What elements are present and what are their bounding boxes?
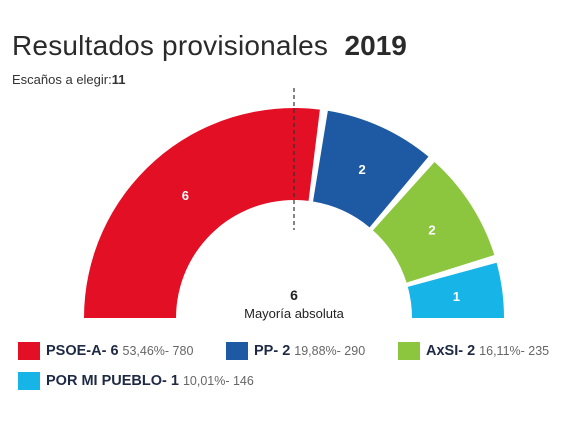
segment-seat-label: 6 [182, 188, 189, 203]
legend-swatch [226, 342, 248, 360]
hemicycle-segment-axsi [372, 161, 495, 283]
legend-swatch [398, 342, 420, 360]
majority-label: Mayoría absoluta [244, 306, 344, 321]
legend-swatch [18, 342, 40, 360]
legend-percent-votes: 16,11%- 235 [479, 344, 550, 358]
title-year: 2019 [344, 30, 407, 61]
hemicycle-segment-pp [313, 110, 429, 228]
legend-item: POR MI PUEBLO- 1 10,01%- 146 [18, 372, 254, 390]
legend-party-seats: PSOE-A- 6 [46, 343, 119, 359]
legend-item: AxSI- 2 16,11%- 235 [398, 342, 549, 360]
legend-party-seats: PP- 2 [254, 343, 291, 359]
seats-to-elect-value: 11 [111, 72, 126, 87]
legend-swatch [18, 372, 40, 390]
seats-to-elect-label: Escaños a elegir: [12, 72, 112, 87]
segment-seat-label: 2 [359, 162, 366, 177]
legend-percent-votes: 10,01%- 146 [182, 374, 254, 388]
seats-to-elect: Escaños a elegir:11 [12, 72, 125, 87]
legend-party-seats: POR MI PUEBLO- 1 [46, 373, 179, 389]
hemicycle-segment-por-mi-pueblo [407, 262, 504, 318]
hemicycle-segment-psoe-a [84, 108, 320, 318]
legend-party-seats: AxSI- 2 [426, 343, 476, 359]
chart-title: Resultados provisionales 2019 [12, 30, 407, 62]
legend-percent-votes: 53,46%- 780 [122, 344, 194, 358]
segment-seat-label: 1 [453, 289, 460, 304]
legend-item: PP- 2 19,88%- 290 [226, 342, 365, 360]
legend-percent-votes: 19,88%- 290 [294, 344, 366, 358]
title-text: Resultados provisionales [12, 30, 329, 61]
majority-value: 6 [290, 287, 298, 303]
legend-item: PSOE-A- 6 53,46%- 780 [18, 342, 193, 360]
segment-seat-label: 2 [428, 222, 435, 237]
